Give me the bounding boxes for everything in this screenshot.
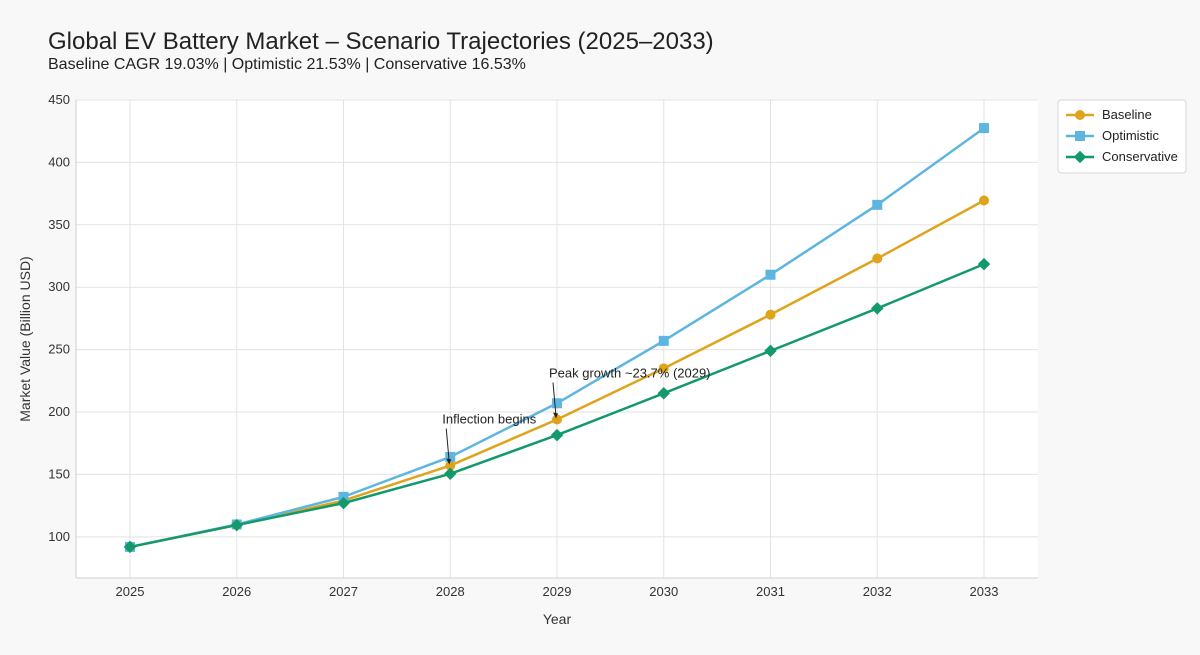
annotation-text: Peak growth ~23.7% (2029) <box>549 365 711 380</box>
y-tick-label: 200 <box>48 404 70 419</box>
x-tick-label: 2029 <box>543 584 572 599</box>
annotation-arrow <box>445 428 450 463</box>
legend-label: Optimistic <box>1102 128 1160 143</box>
x-tick-label: 2026 <box>222 584 251 599</box>
data-point <box>337 496 350 510</box>
data-point <box>552 414 562 425</box>
y-tick-label: 100 <box>48 529 70 544</box>
legend-entry-baseline: Baseline <box>1066 107 1152 122</box>
data-point <box>657 387 670 400</box>
data-point <box>871 302 884 315</box>
x-tick-label: 2031 <box>756 584 785 599</box>
x-tick-label: 2032 <box>863 584 892 599</box>
grid <box>76 99 1038 578</box>
legend-marker <box>1075 110 1085 120</box>
y-tick-label: 150 <box>48 466 70 481</box>
annotation-arrow <box>552 382 557 417</box>
y-tick-label: 300 <box>48 279 70 294</box>
series-conservative <box>123 257 991 554</box>
data-point <box>979 123 989 134</box>
annotations: Inflection begins Peak growth ~23.7% (202… <box>442 365 711 465</box>
series <box>123 123 991 554</box>
legend: Baseline Optimistic Conservative <box>1057 99 1187 174</box>
y-tick-labels: 100 150 200 250 300 350 400 450 <box>48 92 70 544</box>
data-point <box>550 428 564 442</box>
data-point <box>658 363 669 374</box>
legend-entry-optimistic: Optimistic <box>1066 128 1160 143</box>
data-point <box>872 253 883 264</box>
x-axis-label: Year <box>543 611 572 627</box>
chart-title: Global EV Battery Market – Scenario Traj… <box>48 28 714 55</box>
y-tick-label: 400 <box>48 154 70 169</box>
x-tick-label: 2030 <box>649 584 678 599</box>
data-point <box>658 335 669 346</box>
annotation-text: Inflection begins <box>442 412 536 427</box>
data-point <box>230 518 243 532</box>
x-tick-label: 2027 <box>329 584 358 599</box>
x-tick-label: 2033 <box>970 584 999 599</box>
data-point <box>977 257 991 271</box>
legend-marker <box>1073 150 1087 164</box>
data-point <box>445 451 456 462</box>
data-point <box>444 467 457 481</box>
legend-label: Conservative <box>1102 149 1178 164</box>
data-point <box>764 344 777 358</box>
x-tick-labels: 2025 2026 2027 2028 2029 2030 2031 2032 2033 <box>116 584 999 599</box>
x-tick-label: 2028 <box>436 584 465 599</box>
chart-subtitle: Baseline CAGR 19.03% | Optimistic 21.53%… <box>48 56 526 73</box>
annotation-arrowhead <box>553 412 558 419</box>
legend-marker <box>1075 131 1085 141</box>
data-point <box>123 540 137 554</box>
legend-box <box>1057 99 1187 174</box>
legend-entry-conservative: Conservative <box>1066 149 1178 164</box>
data-point <box>765 269 776 280</box>
y-tick-label: 450 <box>48 92 70 107</box>
data-point <box>445 460 456 471</box>
data-point <box>979 195 989 206</box>
y-axis-label: Market Value (Billion USD) <box>17 256 33 421</box>
y-tick-label: 250 <box>48 342 70 357</box>
data-point <box>552 398 562 409</box>
annotation-arrowhead <box>446 458 452 465</box>
data-point <box>765 309 776 320</box>
y-tick-label: 350 <box>48 217 70 232</box>
data-point <box>872 199 883 210</box>
legend-label: Baseline <box>1102 107 1152 122</box>
x-tick-label: 2025 <box>116 584 145 599</box>
